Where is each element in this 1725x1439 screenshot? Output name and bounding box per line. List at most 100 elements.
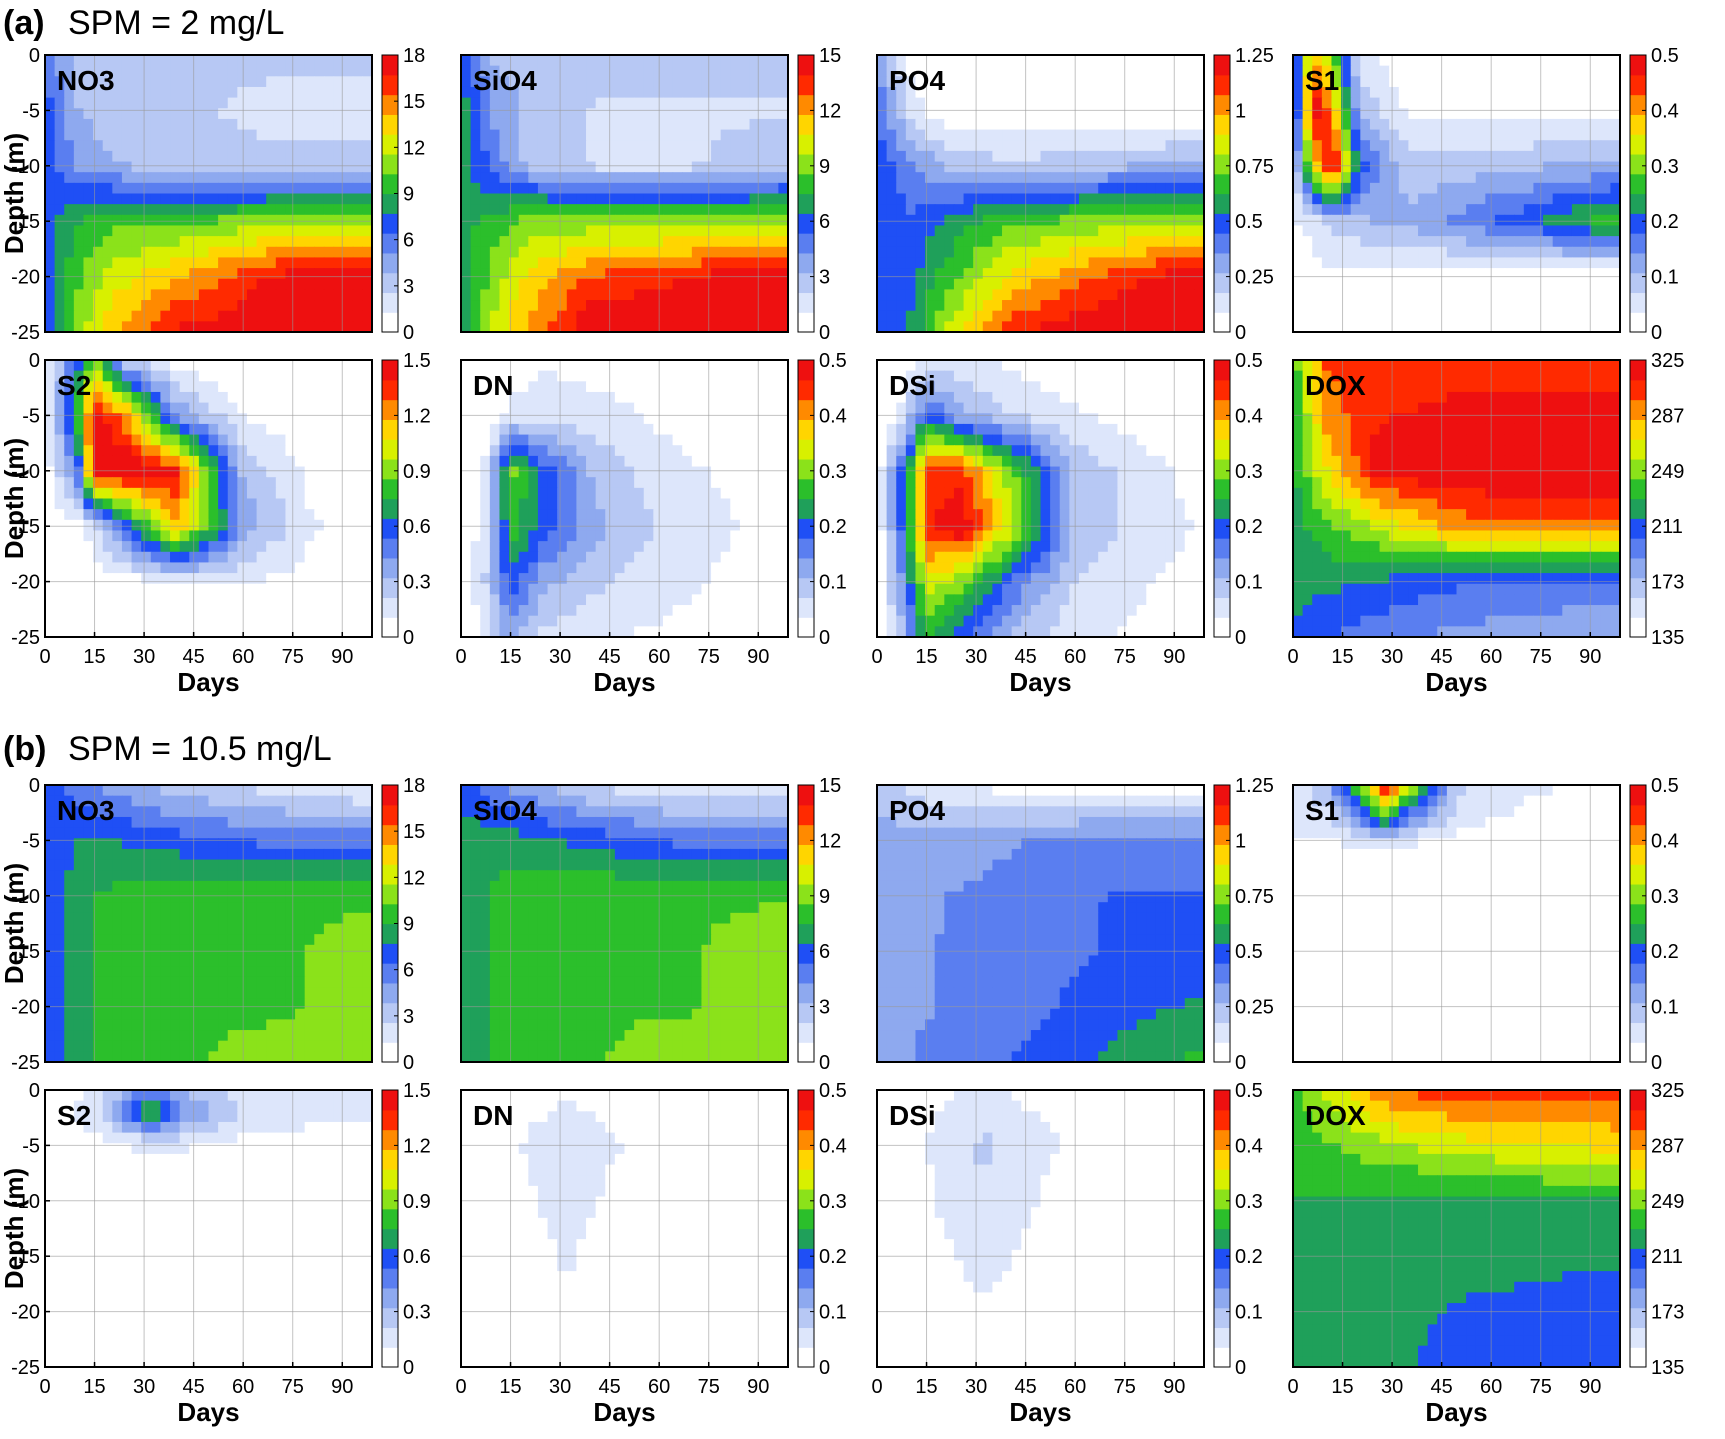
heatmap-cell xyxy=(1165,257,1176,269)
heatmap-cell xyxy=(634,193,645,205)
heatmap-cell xyxy=(720,150,731,163)
heatmap-cell xyxy=(461,370,472,382)
heatmap-cell xyxy=(1059,108,1070,120)
heatmap-cell xyxy=(54,236,65,248)
heatmap-cell xyxy=(1088,289,1099,301)
heatmap-cell xyxy=(1543,182,1554,195)
heatmap-cell xyxy=(1533,140,1544,152)
heatmap-cell xyxy=(576,150,587,163)
heatmap-cell xyxy=(1040,108,1051,120)
heatmap-cell xyxy=(1543,118,1554,131)
heatmap-cell xyxy=(1591,278,1602,290)
heatmap-cell xyxy=(778,118,789,131)
heatmap-cell xyxy=(208,562,219,574)
colorbar-tick-label: 0.4 xyxy=(1651,100,1679,122)
heatmap-cell xyxy=(141,498,152,510)
heatmap-cell xyxy=(121,140,133,152)
heatmap-cell xyxy=(189,583,200,595)
heatmap-cell xyxy=(1533,214,1544,227)
heatmap-cell xyxy=(1475,204,1486,216)
heatmap-cell xyxy=(112,370,123,382)
heatmap-cell xyxy=(1155,161,1167,173)
heatmap-cell xyxy=(624,289,635,301)
heatmap-cell xyxy=(64,434,75,446)
y-tick-label: -20 xyxy=(11,267,40,289)
heatmap-cell xyxy=(304,150,315,163)
heatmap-cell xyxy=(566,150,578,163)
heatmap-cell xyxy=(189,310,200,322)
heatmap-cell xyxy=(1175,182,1186,195)
heatmap-cell xyxy=(982,289,994,301)
heatmap-cell xyxy=(1155,76,1167,88)
heatmap-cell xyxy=(730,86,741,99)
heatmap-cell xyxy=(682,391,693,404)
heatmap-cell xyxy=(208,594,219,606)
heatmap-cell xyxy=(953,55,965,67)
heatmap-cell xyxy=(333,487,344,500)
heatmap-cell xyxy=(749,97,760,109)
heatmap-cell xyxy=(1360,300,1371,312)
heatmap-cell xyxy=(1418,246,1429,259)
heatmap-cell xyxy=(1485,108,1496,120)
heatmap-cell xyxy=(586,360,597,372)
heatmap-cell xyxy=(614,182,626,195)
heatmap-cell xyxy=(1312,268,1323,280)
heatmap-cell xyxy=(691,413,703,425)
heatmap-cell xyxy=(266,391,277,404)
heatmap-cell xyxy=(227,182,238,195)
heatmap-cell xyxy=(1078,257,1090,269)
heatmap-cell xyxy=(624,445,635,457)
heatmap-cell xyxy=(295,268,306,280)
heatmap-cell xyxy=(102,129,113,141)
heatmap-cell xyxy=(528,455,539,468)
colorbar-band xyxy=(382,597,398,618)
heatmap-cell xyxy=(973,204,984,216)
heatmap-cell xyxy=(198,182,210,195)
heatmap-cell xyxy=(1398,161,1410,173)
heatmap-cell xyxy=(944,289,955,301)
heatmap-cell xyxy=(256,321,267,333)
heatmap-cell xyxy=(73,530,85,542)
heatmap-cell xyxy=(1466,86,1477,99)
heatmap-cell xyxy=(1369,65,1381,77)
heatmap-cell xyxy=(237,86,248,99)
heatmap-cell xyxy=(1591,268,1602,280)
heatmap-cell xyxy=(1514,76,1525,88)
heatmap-cell xyxy=(1050,172,1061,184)
heatmap-cell xyxy=(759,257,770,269)
heatmap-cell xyxy=(518,204,529,216)
heatmap-cell xyxy=(1552,214,1563,227)
heatmap-cell xyxy=(653,225,664,237)
heatmap-cell xyxy=(1175,193,1186,205)
heatmap-cell xyxy=(208,300,219,312)
heatmap-cell xyxy=(179,150,190,163)
heatmap-cell xyxy=(323,278,335,290)
heatmap-cell xyxy=(323,289,335,301)
heatmap-cell xyxy=(1552,246,1563,259)
heatmap-cell xyxy=(1194,140,1205,152)
heatmap-cell xyxy=(934,172,945,184)
heatmap-cell xyxy=(1030,150,1042,163)
heatmap-cell xyxy=(739,225,751,237)
colorbar-tick-label: 1.2 xyxy=(403,405,431,427)
heatmap-cell xyxy=(256,551,267,564)
heatmap-cell xyxy=(1485,118,1496,131)
colorbar-tick-label: 0.6 xyxy=(403,516,431,538)
heatmap-cell xyxy=(915,129,926,141)
heatmap-cell xyxy=(208,381,219,393)
heatmap-cell xyxy=(518,268,529,280)
heatmap-cell xyxy=(1321,118,1333,131)
heatmap-cell xyxy=(1194,182,1205,195)
heatmap-cell xyxy=(237,498,248,510)
heatmap-cell xyxy=(73,477,85,489)
heatmap-cell xyxy=(624,55,635,67)
heatmap-cell xyxy=(1600,300,1611,312)
heatmap-cell xyxy=(237,583,248,595)
heatmap-cell xyxy=(131,97,142,109)
heatmap-cell xyxy=(547,161,558,173)
heatmap-cell xyxy=(518,65,529,77)
heatmap-cell xyxy=(112,413,123,425)
heatmap-cell xyxy=(877,161,888,173)
heatmap-cell xyxy=(304,541,315,553)
heatmap-cell xyxy=(653,289,664,301)
